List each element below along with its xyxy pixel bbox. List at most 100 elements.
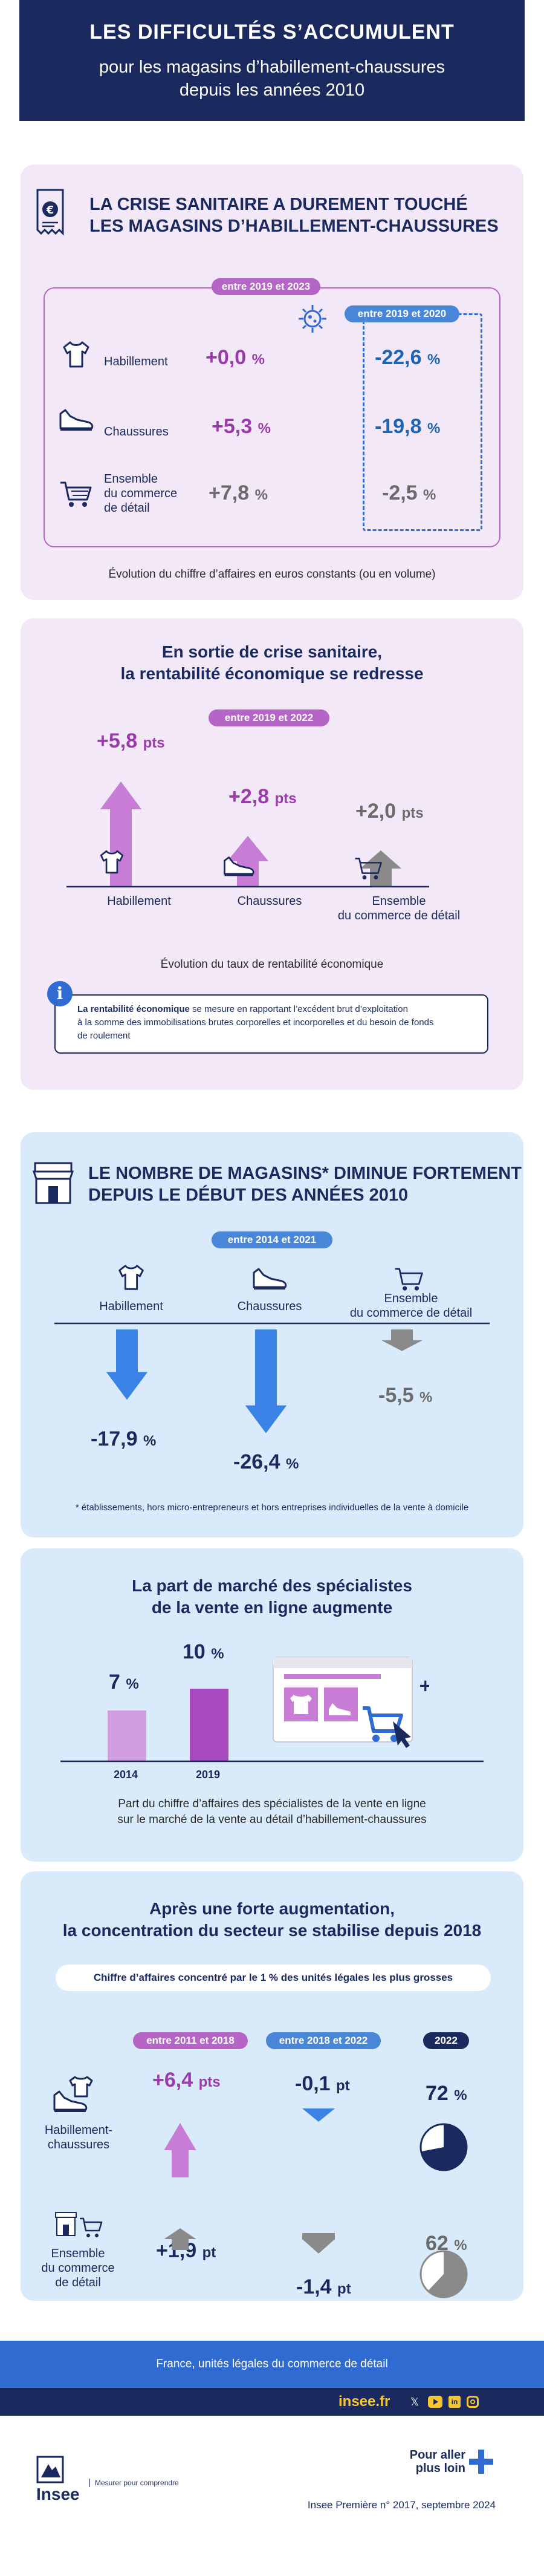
virus-icon [299,305,326,333]
cart-icon [395,1268,423,1291]
online-shop-icon: + [273,1657,429,1748]
subtitle-line-2: depuis les années 2010 [179,80,365,100]
share-value-2019: 10 % [183,1640,224,1663]
section5-box-label: Chiffre d’affaires concentré par le 1 % … [56,1965,491,1991]
section4-title-line-1: La part de marché des spécialistes [132,1576,412,1595]
section1-title-line-2: LES MAGASINS D’HABILLEMENT-CHAUSSURES [89,217,499,236]
conc-value-b-habillement: -0,1 pt [295,2072,350,2095]
section2-caption: Évolution du taux de rentabilité économi… [160,958,384,971]
page-subtitle: pour les magasins d’habillement-chaussur… [19,56,525,102]
share-year-2014: 2014 [113,1769,138,1781]
vente-en-ligne-bar-1 [190,1689,228,1761]
section3-title-line-1: LE NOMBRE DE MAGASINS* DIMINUE FORTEMENT [88,1164,522,1183]
cart-icon [60,481,92,507]
vente-en-ligne-bar-0 [108,1710,146,1761]
section1-caption: Évolution du chiffre d’affaires en euros… [108,568,436,581]
conc-value-b-ensemble: -1,4 pt [296,2275,351,2298]
conc-label-habillement: Habillement- chaussures [44,2124,113,2151]
item-label-ensemble: Ensemble du commerce de détail [349,1292,473,1320]
value-habillement-2019-2023: +0,0 % [206,346,265,369]
vente-en-ligne-chart [60,1689,484,1762]
section4-title: La part de marché des spécialistes de la… [21,1575,523,1619]
svg-text:€: € [46,204,54,217]
section5-period-c: 2022 [423,2032,469,2049]
value-ensemble-2019-2020: -2,5 % [382,481,436,504]
item-value-ensemble: -5,5 % [378,1384,433,1407]
bar-value-chaussures: +2,8 pts [228,785,297,808]
concentration-arrow-b-0 [302,2108,335,2122]
plus-icon[interactable] [469,2450,493,2474]
rentabilite-chart [66,781,429,888]
share-value-2014: 7 % [109,1671,139,1694]
section5-period-a: entre 2011 et 2018 [133,2032,248,2049]
youtube-icon[interactable] [428,2396,442,2408]
section1-table-frame [44,287,500,547]
instagram-icon[interactable] [467,2396,479,2408]
concentration-arrow-a-0 [164,2123,196,2177]
conc-value-a-habillement: +6,4 pts [152,2069,221,2092]
svg-text:+: + [418,1675,429,1695]
section5-title-line-2: la concentration du secteur se stabilise… [62,1921,482,1940]
section-concentration [21,1871,523,2301]
section5-period-b: entre 2018 et 2022 [266,2032,381,2049]
section4-title-line-2: de la vente en ligne augmente [151,1598,393,1617]
concentration-arrow-b-1 [302,2233,335,2254]
value-chaussures-2019-2020: -19,8 % [375,415,441,438]
page-title: LES DIFFICULTÉS S’ACCUMULENT [89,21,455,44]
concentration-pie-0-slice [421,2124,467,2170]
magasins-arrow-0 [106,1329,148,1400]
section2-title: En sortie de crise sanitaire, la rentabi… [21,641,523,685]
row-label-chaussures: Chaussures [104,425,169,439]
x-social-icon[interactable]: 𝕏 [410,2396,419,2408]
value-chaussures-2019-2023: +5,3 % [212,415,271,438]
tshirt-icon [118,1265,144,1290]
conc-label-ensemble: Ensemble du commerce de détail [41,2247,115,2289]
item-label-habillement: Habillement [99,1300,163,1313]
info-icon: i [47,981,73,1006]
footer-site-link[interactable]: insee.fr [338,2393,390,2410]
concentration-arrow-a-1 [164,2228,196,2250]
section3-footnote: * établissements, hors micro-entrepreneu… [75,1502,469,1513]
store-cart-icon [55,2212,103,2237]
section-vente-en-ligne [21,1548,523,1862]
info-text: La rentabilité économique se mesure en r… [77,1004,434,1041]
section2-period: entre 2019 et 2022 [209,709,329,726]
rentabilite-arrow-2 [360,850,402,887]
row-label-ensemble: Ensemble du commerce de détail [104,472,178,515]
section5-title-line-1: Après une forte augmentation, [149,1899,395,1918]
insee-logo-name: Insee [36,2485,80,2503]
magasins-arrow-2 [381,1329,423,1351]
subtitle-line-1: pour les magasins d’habillement-chaussur… [99,57,445,77]
insee-logo-icon [36,2456,64,2483]
tshirt-icon [63,341,89,368]
bar-value-ensemble: +2,0 pts [355,800,424,823]
footer-scope: France, unités légales du commerce de dé… [156,2358,388,2370]
store-icon [32,1162,74,1204]
footer-social-bar: insee.fr 𝕏 in [0,2388,544,2416]
receipt-euro-icon: € [36,189,64,236]
sneaker-icon [59,409,94,431]
footer-scope-band: France, unités légales du commerce de dé… [0,2341,544,2388]
section1-period-a: entre 2019 et 2023 [212,278,320,295]
linkedin-icon[interactable]: in [448,2396,461,2408]
magasins-arrow-1 [245,1329,287,1433]
item-label-chaussures: Chaussures [237,1300,302,1313]
insee-logo-tagline: Mesurer pour comprendre [89,2479,179,2487]
section5-title: Après une forte augmentation, la concent… [21,1898,523,1942]
row-label-habillement: Habillement [104,355,168,368]
value-ensemble-2019-2023: +7,8 % [209,481,268,504]
bar-label-habillement: Habillement [107,895,171,908]
concentration-chart [164,2108,468,2298]
item-value-habillement: -17,9 % [91,1427,157,1450]
more-info-link[interactable]: Pour aller plus loin [409,2448,465,2475]
footer-source: Insee Première n° 2017, septembre 2024 [307,2499,496,2511]
tshirt-icon [100,850,124,874]
sneaker-icon [253,1268,287,1290]
bar-value-habillement: +5,8 pts [97,729,165,752]
share-year-2019: 2019 [195,1769,221,1781]
cart-icon [355,858,382,879]
magasins-chart [54,1322,490,1433]
conc-share-habillement: 72 % [426,2082,467,2105]
section1-title-line-1: LA CRISE SANITAIRE A DUREMENT TOUCHÉ [89,195,468,214]
sneaker-icon [224,856,254,876]
